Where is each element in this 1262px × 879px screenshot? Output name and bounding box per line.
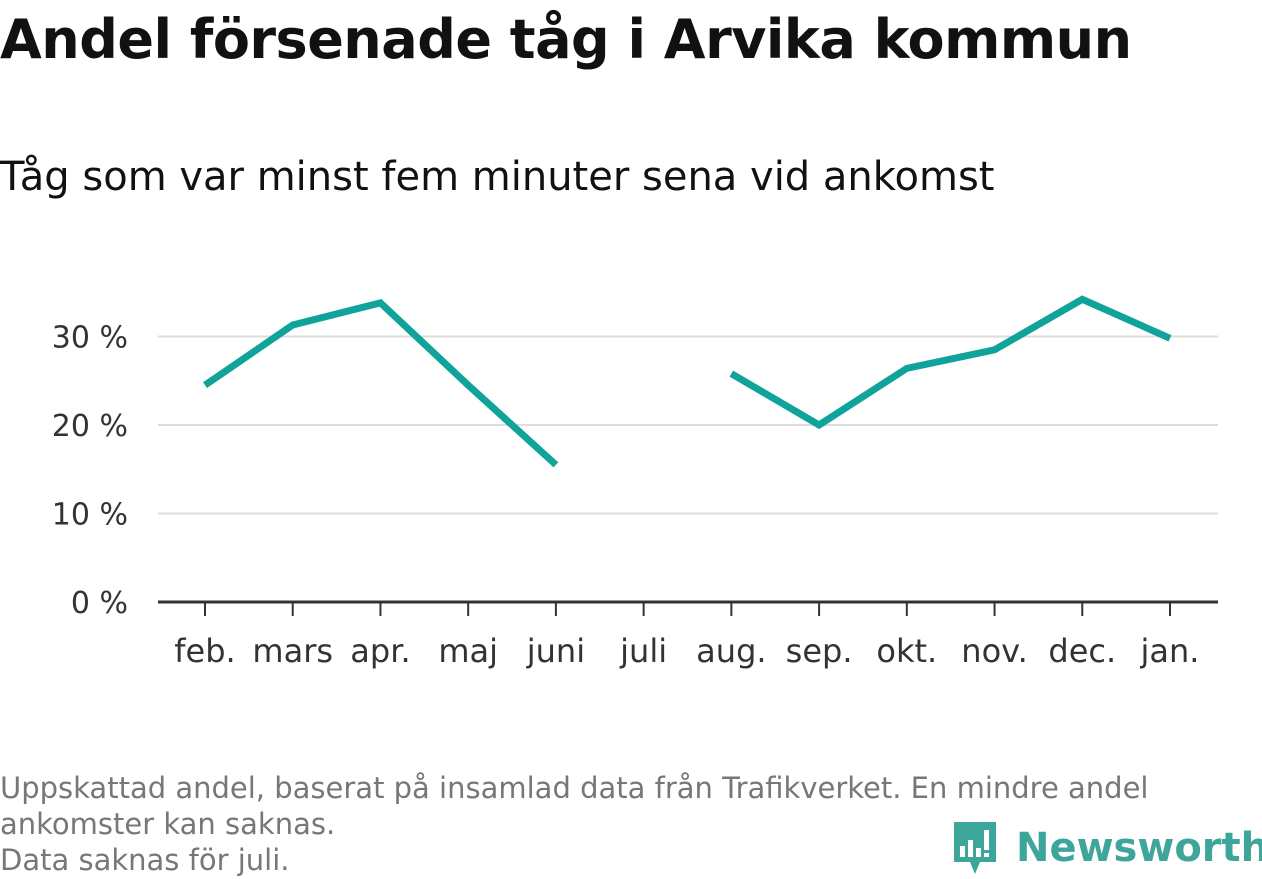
chart-title: Andel försenade tåg i Arvika kommun <box>0 8 1132 71</box>
chart-subtitle: Tåg som var minst fem minuter sena vid a… <box>0 154 995 200</box>
x-tick-label: feb. <box>174 632 235 670</box>
series-line-segment <box>729 295 1172 430</box>
footnote-line-3: Data saknas för juli. <box>0 843 290 877</box>
y-tick-label: 10 % <box>52 498 128 533</box>
x-tick-label: juni <box>526 632 585 670</box>
y-tick-label: 0 % <box>71 586 128 621</box>
x-tick-label: dec. <box>1048 632 1116 670</box>
x-tick-label: maj <box>438 632 498 670</box>
series-line-segment <box>203 299 559 468</box>
y-axis-tick-labels: 0 % 10 % 20 % 30 % <box>52 321 128 622</box>
footnote-line-1: Uppskattad andel, baserat på insamlad da… <box>0 771 1149 805</box>
x-tick-label: okt. <box>876 632 937 670</box>
x-tick-label: apr. <box>350 632 410 670</box>
y-tick-label: 30 % <box>52 321 128 356</box>
footnote: Uppskattad andel, baserat på insamlad da… <box>0 770 1245 878</box>
x-tick-label: nov. <box>961 632 1027 670</box>
newsworthy-logo: Newsworthy <box>950 818 1262 878</box>
logo-text: Newsworthy <box>1016 825 1262 871</box>
series-lines <box>203 295 1172 468</box>
grid-lines <box>158 335 1218 515</box>
line-chart: 0 % 10 % 20 % 30 % feb. mars apr. maj juni juli a… <box>52 295 1218 670</box>
x-tick-label: mars <box>252 632 333 670</box>
bar-chart-speech-bubble-icon <box>954 822 996 874</box>
x-tick-label: jan. <box>1140 632 1200 670</box>
x-axis: feb. mars apr. maj juni juli aug. sep. okt. nov. d… <box>158 600 1218 670</box>
x-tick-label: aug. <box>696 632 766 670</box>
y-tick-label: 20 % <box>52 409 128 444</box>
footnote-line-2: ankomster kan saknas. <box>0 807 336 841</box>
x-tick-label: sep. <box>786 632 853 670</box>
x-tick-label: juli <box>619 632 667 670</box>
